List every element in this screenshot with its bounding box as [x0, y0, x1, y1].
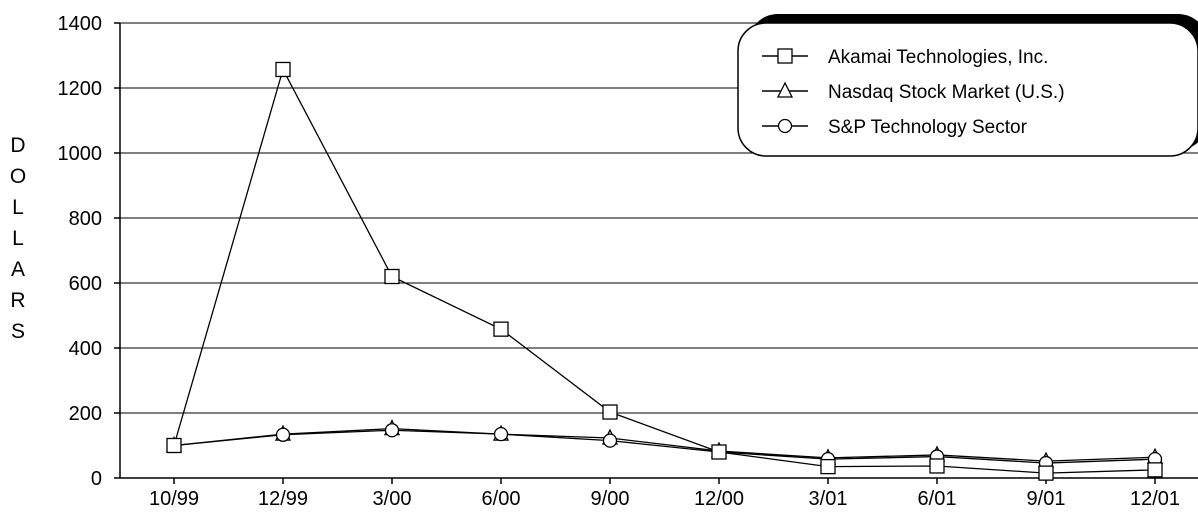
legend-label: Nasdaq Stock Market (U.S.) — [828, 82, 1065, 103]
square-point — [711, 444, 727, 460]
legend-item: S&P Technology Sector — [762, 117, 1028, 138]
square-point — [929, 458, 945, 474]
y-axis-label-letter: A — [11, 258, 25, 281]
series-triangle — [165, 419, 1164, 468]
y-tick-label: 800 — [69, 208, 102, 230]
x-tick-label: 10/99 — [149, 488, 199, 510]
y-tick-label: 1000 — [58, 143, 103, 165]
square-point — [602, 404, 618, 420]
legend-label: Akamai Technologies, Inc. — [828, 47, 1048, 68]
y-axis-label-letter: S — [11, 320, 25, 343]
square-point — [166, 437, 182, 454]
x-tick-label: 6/01 — [918, 488, 957, 510]
axes — [119, 23, 1198, 479]
series-line — [173, 67, 1156, 474]
y-tick-label: 1200 — [58, 78, 103, 100]
legend-square-icon — [777, 48, 793, 64]
legend-item: Akamai Technologies, Inc. — [762, 47, 1048, 68]
legend-label: S&P Technology Sector — [828, 117, 1028, 138]
square-point — [493, 321, 509, 337]
series-line — [173, 429, 1156, 464]
square-point — [275, 61, 291, 78]
y-tick-labels: 0 200 400 600 800 1000 1200 1400 — [58, 13, 103, 490]
circle-point — [275, 427, 291, 442]
square-point — [384, 268, 400, 285]
y-tick-label: 200 — [69, 403, 102, 425]
legend-triangle-icon — [776, 81, 794, 98]
y-tick-label: 1400 — [58, 13, 103, 35]
x-tick-label: 12/00 — [694, 488, 744, 510]
legend-box — [737, 22, 1198, 157]
square-point — [1147, 462, 1163, 478]
y-tick-label: 400 — [69, 338, 102, 360]
legend-item: Nasdaq Stock Market (U.S.) — [762, 81, 1065, 103]
y-axis-label-letter: L — [12, 196, 24, 219]
series-circle — [166, 423, 1163, 471]
x-tick-label: 12/01 — [1130, 488, 1180, 510]
circle-point — [384, 423, 400, 438]
legend-circle-icon — [777, 118, 793, 134]
y-axis-label-letter: D — [10, 134, 25, 157]
x-tick-label: 9/00 — [591, 488, 630, 510]
circle-point — [493, 426, 509, 442]
x-tick-label: 12/99 — [258, 488, 308, 510]
x-tick-label: 3/00 — [373, 488, 412, 510]
legend: Akamai Technologies, Inc. Nasdaq Stock Ma… — [737, 14, 1198, 157]
series-group — [165, 61, 1164, 481]
series-line — [173, 427, 1156, 462]
y-axis-label-letter: O — [10, 165, 26, 188]
x-tick-label: 6/00 — [482, 488, 521, 510]
x-tick-labels: 10/99 12/99 3/00 6/00 9/00 12/00 3/01 6/01 9/01 1… — [149, 488, 1180, 510]
circle-point — [602, 433, 618, 448]
y-axis-label-letter: R — [10, 289, 25, 312]
square-point — [1038, 465, 1054, 481]
square-point — [820, 458, 836, 475]
series-square — [166, 61, 1163, 481]
x-tick-label: 9/01 — [1027, 488, 1066, 510]
x-tick-label: 3/01 — [809, 488, 848, 510]
y-tick-label: 600 — [69, 273, 102, 295]
y-axis-label-letter: L — [12, 227, 24, 250]
y-tick-label: 0 — [91, 468, 102, 490]
